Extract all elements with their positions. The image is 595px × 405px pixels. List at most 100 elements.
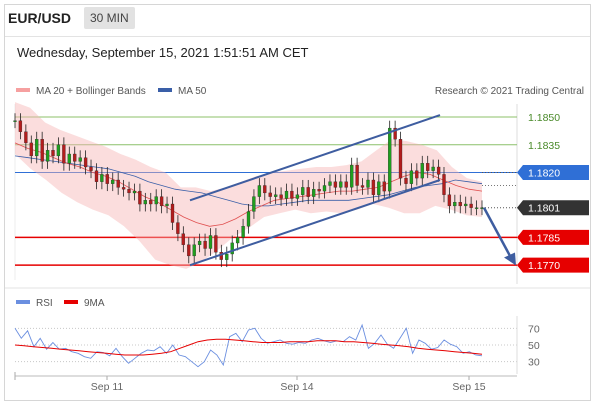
candle-body-25 [149,200,153,205]
candle-body-76 [426,163,430,171]
level-labels: 1.1850 1.1835 1.1820 1.1801 1.1785 1.1770 [517,112,589,273]
candle-body-29 [170,203,175,223]
plot-background [14,104,518,284]
candle-body-26 [154,196,158,205]
candle-body-4 [35,139,39,157]
forecast-arrow-shaft [482,207,515,263]
trend-channel [189,114,516,267]
candle-body-11 [73,153,77,162]
candle-body-20 [121,187,126,190]
candle-body-69 [388,127,392,192]
level-label-1.1820: 1.1820 [528,168,560,180]
candle-body-23 [138,190,142,205]
candle-body-78 [436,166,441,175]
candle-body-65 [366,179,370,188]
rsi-legend-label: RSI [36,298,53,309]
bollinger-band-area [15,102,482,269]
candle-body-42 [241,226,245,238]
candle-body-57 [322,185,327,192]
candle-body-2 [24,131,28,144]
candle-body-27 [159,196,164,207]
candle-body-32 [187,244,191,257]
candle-body-40 [230,242,234,255]
rsi-ma-legend-swatch [64,300,78,304]
candle-body-15 [94,170,99,182]
channel-line-1 [189,179,441,267]
candle-body-33 [192,244,196,257]
level-label-1.1801: 1.1801 [528,203,560,215]
candle-body-6 [45,150,50,162]
candle-body-37 [214,235,218,253]
x-tick-label-1: Sep 14 [280,381,313,393]
candle-body-7 [51,150,55,157]
candle-body-71 [398,139,403,179]
candle-body-60 [339,181,343,188]
candle-body-16 [100,174,104,182]
candle-body-52 [295,194,300,199]
chart-legend: MA 20 + Bollinger Bands MA 50 Research ©… [16,86,584,97]
candle-body-83 [464,203,468,207]
candle-body-0 [13,120,17,122]
candle-body-85 [474,207,479,209]
price-series [13,113,484,268]
candle-body-14 [89,166,93,171]
candle-body-30 [176,222,180,234]
candle-body-64 [360,185,365,188]
candle-body-12 [78,157,82,162]
rsi-ma-legend-label: 9MA [84,298,105,309]
rsi-line [14,323,483,368]
candle-body-50 [284,190,289,199]
candle-body-82 [458,202,462,207]
candle-body-61 [344,181,348,188]
candle-body-31 [181,233,185,245]
candle-body-17 [105,174,109,184]
candle-body-74 [415,170,419,179]
candle-body-59 [333,181,338,188]
rsi-tick-70: 70 [528,323,540,335]
candle-body-70 [393,127,397,140]
candle-body-62 [350,164,354,188]
chart-frame [4,4,591,401]
level-label-1.1785: 1.1785 [528,232,560,244]
candle-body-77 [431,166,435,171]
candle-body-8 [56,144,61,157]
candle-body-43 [246,211,251,227]
level-tag-1.1820 [517,165,589,181]
rsi-legend-swatch [16,300,30,304]
candle-body-84 [469,203,473,208]
ma20-legend-label: MA 20 + Bollinger Bands [36,86,146,97]
candle-body-1 [18,120,23,132]
candle-body-58 [328,181,332,186]
candle-body-73 [409,170,414,184]
candle-body-39 [225,253,229,260]
candle-body-21 [127,189,131,194]
candle-body-45 [257,185,262,197]
candle-body-18 [111,179,115,184]
candle-body-36 [208,235,213,249]
candle-body-41 [235,237,240,244]
candle-body-44 [252,196,256,212]
candle-body-49 [279,194,283,199]
x-tick-label-2: Sep 15 [452,381,485,393]
candle-body-46 [263,185,267,194]
forecast-arrow-head [504,252,516,266]
level-tag-1.1801 [517,200,589,216]
candle-body-51 [290,190,294,199]
candle-body-35 [203,240,207,249]
candle-body-55 [312,189,316,197]
candle-body-28 [165,203,169,207]
rsi-tick-50: 50 [528,340,540,352]
candle-body-34 [197,240,202,245]
copyright-label: Research © 2021 Trading Central [435,86,584,97]
level-tag-1.1770 [517,257,589,273]
x-axis: Sep 11 Sep 14 Sep 15 [14,372,517,393]
rsi-panel: 70 50 30 [14,316,540,374]
ma20-legend-swatch [16,88,30,92]
timeframe-badge[interactable]: 30 MIN [84,7,135,29]
ma50-legend-label: MA 50 [178,86,207,97]
candle-body-81 [453,202,457,207]
bollinger-band [14,102,483,269]
candle-body-24 [143,200,147,205]
level-label-1.1850: 1.1850 [528,112,560,124]
x-tick-label-0: Sep 11 [91,381,124,393]
